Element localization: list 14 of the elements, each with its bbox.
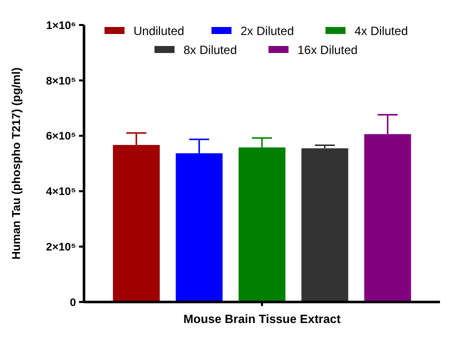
legend-label: Undiluted — [134, 24, 184, 38]
legend-label: 4x Diluted — [354, 24, 408, 38]
y-tick-label: 4×10⁵ — [46, 186, 76, 198]
legend-label: 8x Diluted — [184, 43, 237, 58]
y-tick-label: 2×10⁵ — [46, 241, 76, 254]
y-tick-label: 6×10⁵ — [46, 130, 76, 143]
y-tick-label: 0 — [70, 296, 76, 309]
y-tick-label: 8×10⁵ — [46, 75, 76, 88]
bar — [301, 148, 348, 302]
y-axis-title: Human Tau (phospho T217) (pg/ml) — [11, 67, 23, 260]
y-tick-label: 1×10⁶ — [46, 20, 76, 32]
legend-label: 2x Diluted — [240, 24, 294, 38]
x-axis-title: Mouse Brain Tissue Extract — [183, 312, 341, 326]
legend-label: 16x Diluted — [298, 43, 358, 58]
